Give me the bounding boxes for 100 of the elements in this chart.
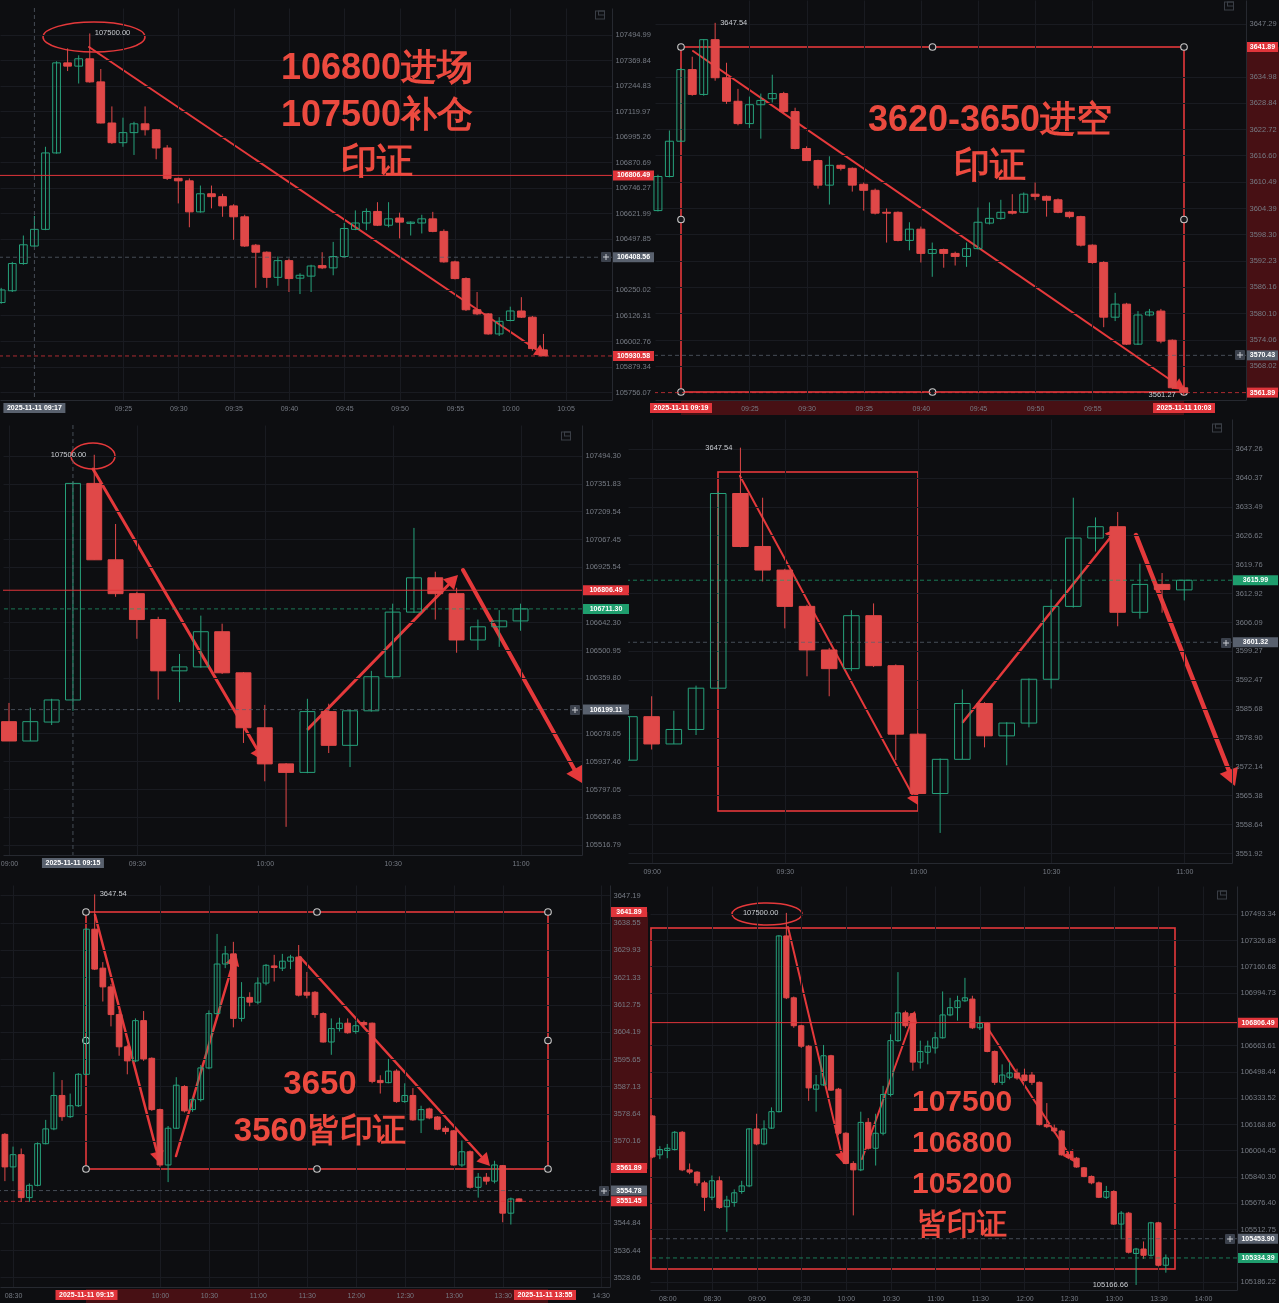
candlestick — [1133, 310, 1143, 346]
candlestick — [207, 185, 216, 209]
candlestick — [927, 242, 937, 278]
candlestick — [9, 1146, 17, 1182]
candlestick — [118, 117, 128, 148]
annotation: 3650 — [283, 1064, 357, 1101]
candlestick — [299, 698, 316, 774]
candlestick — [494, 316, 504, 337]
candlestick — [63, 47, 72, 72]
candlestick — [870, 188, 880, 215]
candlestick — [1030, 182, 1040, 201]
candlestick — [699, 38, 709, 97]
candlestick — [19, 235, 28, 266]
candlestick — [295, 272, 305, 295]
candlestick — [1110, 292, 1120, 322]
candlestick — [306, 264, 316, 293]
candlestick — [954, 688, 971, 760]
candlestick — [1042, 588, 1060, 690]
candlestick — [385, 1058, 392, 1084]
candlestick — [339, 222, 349, 259]
candlestick — [129, 121, 139, 156]
candlestick — [52, 60, 61, 155]
candlestick — [931, 757, 949, 834]
annotation: 3560皆印证 — [233, 1111, 407, 1148]
annotation: 印证 — [954, 144, 1026, 185]
candlestick — [427, 571, 444, 621]
candlestick — [171, 653, 188, 703]
candlestick — [984, 201, 994, 225]
candlestick — [1065, 497, 1082, 609]
candlestick — [859, 182, 869, 212]
candlestick — [218, 193, 227, 218]
candlestick — [1153, 572, 1171, 614]
candlestick — [665, 710, 683, 745]
candlestick — [676, 67, 686, 143]
candlestick — [996, 199, 1006, 221]
candlestick — [278, 762, 295, 828]
candlestick — [406, 527, 422, 614]
candlestick — [362, 207, 371, 231]
candlestick — [41, 146, 50, 231]
candlestick — [262, 963, 270, 986]
candlestick — [744, 96, 754, 129]
candlestick — [733, 88, 743, 126]
candlestick — [229, 203, 238, 241]
candlestick — [469, 619, 486, 651]
candlestick — [1118, 1210, 1125, 1240]
candlestick — [1131, 563, 1149, 620]
candlestick — [708, 1174, 716, 1201]
candlestick — [192, 615, 209, 669]
candlestick — [512, 603, 529, 632]
candlestick — [384, 603, 401, 680]
candlestick — [973, 207, 983, 250]
candlestick — [132, 1017, 139, 1063]
candlestick — [507, 1197, 515, 1226]
candlestick — [882, 207, 892, 244]
candlestick — [1020, 677, 1038, 728]
candlestick — [1042, 194, 1052, 218]
candlestick — [722, 62, 732, 105]
candlestick — [43, 698, 60, 726]
candlestick — [140, 105, 150, 136]
candlestick — [904, 221, 914, 251]
candlestick — [820, 647, 838, 697]
candlestick — [328, 241, 338, 276]
annotation: 皆印证 — [917, 1207, 1007, 1240]
candlestick — [653, 174, 663, 212]
candlestick — [30, 215, 39, 248]
candlestick — [1162, 1253, 1169, 1274]
candlestick — [857, 1111, 864, 1172]
candlestick — [539, 333, 548, 357]
candlestick — [74, 54, 84, 85]
candlestick — [1132, 1247, 1140, 1286]
candlestick — [1, 702, 17, 742]
annotation: 印证 — [341, 140, 413, 181]
candlestick — [1087, 243, 1097, 265]
candlestick — [351, 209, 360, 231]
candlestick — [58, 1079, 66, 1122]
candlestick — [483, 312, 493, 336]
candlestick — [767, 74, 777, 104]
annotation: 107500补仓 — [280, 93, 474, 134]
candlestick — [284, 258, 294, 293]
candlestick — [196, 185, 205, 214]
candlestick — [709, 490, 727, 690]
candlestick — [7, 261, 17, 293]
candlestick — [151, 128, 161, 160]
candlestick — [754, 497, 771, 582]
candlestick — [779, 91, 789, 114]
candlestick — [273, 256, 283, 287]
annotation: 105200 — [911, 1166, 1013, 1199]
candlestick — [843, 609, 860, 672]
candlestick — [238, 981, 245, 1023]
candlestick — [847, 166, 857, 193]
candlestick — [363, 670, 380, 713]
candlestick — [342, 709, 358, 768]
candlestick — [824, 155, 834, 206]
candlestick — [962, 242, 972, 268]
candlestick — [251, 243, 261, 289]
candlestick — [491, 1160, 498, 1184]
candlestick — [107, 105, 117, 145]
candlestick — [417, 214, 427, 234]
candlestick — [687, 685, 705, 736]
candlestick — [384, 201, 393, 228]
